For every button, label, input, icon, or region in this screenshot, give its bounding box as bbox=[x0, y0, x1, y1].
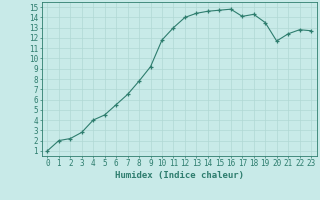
X-axis label: Humidex (Indice chaleur): Humidex (Indice chaleur) bbox=[115, 171, 244, 180]
